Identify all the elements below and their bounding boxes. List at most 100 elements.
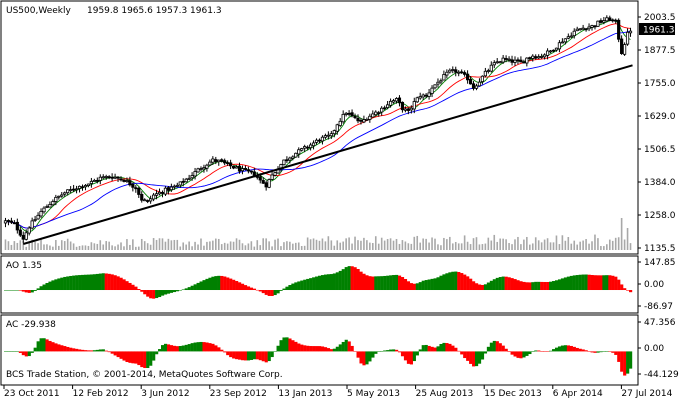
volume-bar bbox=[58, 245, 60, 250]
histogram-bar bbox=[315, 346, 319, 352]
histogram-bar bbox=[137, 351, 141, 366]
volume-bar bbox=[537, 240, 540, 250]
histogram-bar bbox=[392, 275, 396, 291]
candle-body bbox=[563, 38, 567, 43]
volume-bar bbox=[277, 238, 279, 250]
volume-bar bbox=[238, 239, 241, 250]
histogram-bar bbox=[161, 345, 165, 352]
candle-body bbox=[223, 160, 227, 164]
histogram-bar bbox=[220, 275, 224, 291]
candlesticks bbox=[3, 15, 633, 243]
histogram-bar bbox=[312, 277, 316, 291]
volume-bar bbox=[608, 239, 611, 250]
histogram-bar bbox=[389, 349, 393, 352]
date-label: 6 Apr 2014 bbox=[553, 389, 603, 399]
volume-bar bbox=[292, 243, 294, 250]
candle-body bbox=[415, 97, 419, 103]
volume-bar bbox=[511, 244, 513, 250]
candle-body bbox=[371, 113, 375, 118]
volume-bar bbox=[294, 242, 297, 250]
histogram-bar bbox=[217, 347, 221, 352]
histogram-bar bbox=[208, 343, 212, 352]
histogram-bar bbox=[12, 351, 17, 352]
histogram-bar bbox=[611, 275, 615, 291]
histogram-bar bbox=[427, 345, 431, 352]
histogram-bar bbox=[315, 276, 319, 291]
histogram-bar bbox=[563, 277, 568, 291]
volume-bar bbox=[137, 246, 140, 250]
histogram-bar bbox=[294, 341, 298, 352]
date-axis: 23 Oct 2011 12 Feb 2012 3 Jun 2012 23 Sep 2… bbox=[3, 385, 673, 399]
date-label: 25 Aug 2013 bbox=[416, 389, 474, 399]
candle-body bbox=[110, 176, 114, 179]
histogram-bar bbox=[285, 286, 289, 291]
volume-bar bbox=[543, 239, 546, 250]
volume-bar bbox=[460, 243, 463, 250]
main-panel bbox=[0, 0, 639, 255]
volume-bar bbox=[90, 242, 93, 250]
candle-body bbox=[403, 108, 407, 111]
volume-bar bbox=[209, 241, 211, 250]
candle-body bbox=[605, 17, 609, 22]
volume-bar bbox=[312, 238, 315, 250]
candle-body bbox=[157, 191, 162, 195]
histogram-bar bbox=[424, 344, 428, 352]
candle-body bbox=[516, 59, 520, 62]
histogram-bar bbox=[303, 279, 307, 291]
volume-bar bbox=[250, 241, 253, 250]
ac-tick-label: 47.356 bbox=[644, 318, 676, 328]
histogram-bar bbox=[270, 290, 274, 296]
volume-bar bbox=[111, 245, 113, 250]
histogram-bar bbox=[6, 351, 11, 352]
histogram-bar bbox=[113, 351, 117, 356]
candle-body bbox=[622, 44, 627, 55]
histogram-bar bbox=[122, 351, 126, 361]
candle-body bbox=[101, 176, 105, 179]
histogram-bar bbox=[486, 282, 491, 291]
histogram-bar bbox=[605, 275, 609, 291]
histogram-bar bbox=[107, 273, 111, 291]
histogram-bar bbox=[531, 351, 535, 352]
volume-bar bbox=[582, 240, 584, 250]
volume-bar bbox=[614, 237, 617, 250]
candle-body bbox=[519, 59, 523, 63]
candle-body bbox=[297, 149, 301, 155]
volume-bar bbox=[440, 245, 442, 250]
candle-body bbox=[291, 156, 295, 159]
candle-body bbox=[584, 28, 588, 31]
volume-bar bbox=[96, 243, 99, 250]
histogram-bar bbox=[590, 351, 594, 353]
volume-bar bbox=[161, 238, 164, 250]
histogram-bar bbox=[602, 351, 606, 352]
histogram-bar bbox=[211, 276, 215, 291]
candle-body bbox=[409, 107, 413, 111]
volume-bar bbox=[244, 245, 247, 250]
histogram-bar bbox=[326, 274, 331, 291]
candle-body bbox=[137, 187, 141, 195]
histogram-bar bbox=[392, 349, 396, 352]
histogram-bar bbox=[513, 351, 517, 357]
histogram-bar bbox=[122, 279, 126, 291]
candle-body bbox=[270, 174, 274, 180]
date-label: 5 May 2013 bbox=[347, 389, 400, 399]
histogram-bar bbox=[193, 342, 197, 352]
candle-body bbox=[178, 181, 182, 186]
histogram-bar bbox=[383, 350, 387, 352]
candle-body bbox=[628, 30, 633, 34]
histogram-bar bbox=[21, 290, 25, 292]
histogram-bar bbox=[439, 275, 443, 291]
volume-bar bbox=[594, 234, 596, 250]
candle-body bbox=[522, 61, 526, 64]
candle-body bbox=[74, 188, 79, 191]
ac-histogram bbox=[4, 337, 633, 376]
histogram-bar bbox=[30, 290, 34, 293]
histogram-bar bbox=[140, 290, 144, 292]
volume-bar bbox=[19, 240, 22, 250]
histogram-bar bbox=[415, 351, 419, 356]
candle-body bbox=[620, 38, 624, 54]
volume-bar bbox=[188, 241, 190, 250]
volume-bar bbox=[318, 240, 321, 250]
histogram-bar bbox=[569, 275, 573, 291]
histogram-bar bbox=[531, 282, 535, 291]
